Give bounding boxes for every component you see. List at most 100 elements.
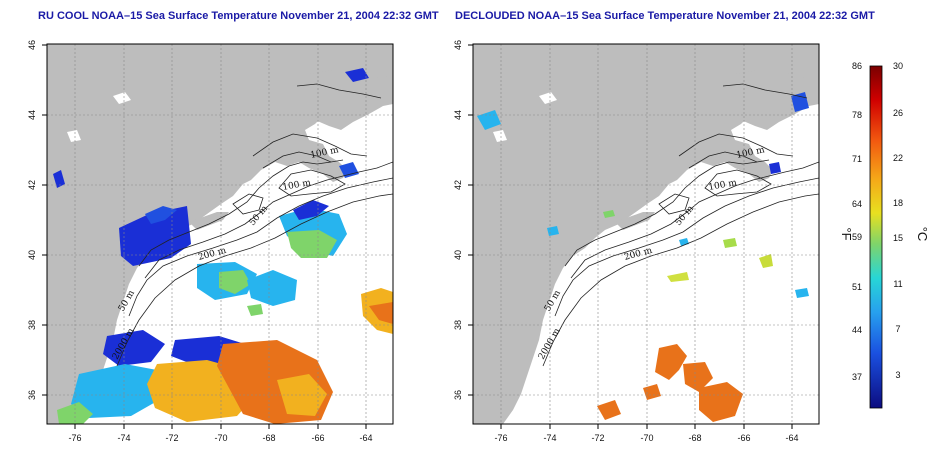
lat-label: 44 [453,110,463,120]
mild-water-patch [759,254,773,268]
celsius-label: 18 [893,198,903,208]
lon-label: -64 [785,433,798,443]
lake [67,130,81,142]
grid-lines [473,44,819,424]
long-island [615,212,655,230]
fahrenheit-unit: °F [839,227,854,240]
lon-label: -74 [117,433,130,443]
lat-label: 36 [453,390,463,400]
left-map-title: RU COOL NOAA–15 Sea Surface Temperature … [38,10,439,22]
celsius-label: 3 [895,370,900,380]
hot-water-patch [597,400,621,420]
contour-label-100m: 100 m [708,178,738,193]
mild-water-patch [219,270,251,294]
fahrenheit-label: 37 [852,372,862,382]
hot-water-patch [369,302,393,324]
celsius-label: 26 [893,108,903,118]
lon-label: -72 [165,433,178,443]
cool-water-patch [247,270,297,306]
lon-label: -64 [359,433,372,443]
celsius-label: 15 [893,233,903,243]
lon-label: -70 [640,433,653,443]
celsius-label: 7 [895,324,900,334]
nova-scotia [287,70,393,130]
sst-data-layer [53,68,393,424]
lat-label: 36 [27,390,37,400]
land-mass [473,44,819,424]
nova-scotia [713,70,819,130]
hot-water-patch [699,382,743,422]
lake [493,130,507,142]
colorbar-gradient [869,65,883,409]
land-mass [47,44,393,424]
mild-water-patch [723,238,737,248]
latitude-axis: 46 44 42 40 38 36 [453,40,473,400]
lat-label: 40 [453,250,463,260]
lat-label: 42 [453,180,463,190]
lat-label: 40 [27,250,37,260]
bathymetry-contours [116,83,393,367]
fahrenheit-label: 78 [852,110,862,120]
cool-water-patch [795,288,809,298]
cold-water-patch [339,162,359,178]
left-sst-map: 100 m 100 m 50 m 200 m 50 m 2000 m 46 44… [27,40,394,443]
hot-water-patch [655,344,687,380]
longitude-axis: -76 -74 -72 -70 -68 -66 -64 [494,424,799,443]
fahrenheit-label: 44 [852,325,862,335]
cold-water-patch [293,200,329,220]
lon-label: -68 [688,433,701,443]
cold-water-patch [103,330,165,366]
latitude-axis: 46 44 42 40 38 36 [27,40,47,400]
lon-label: -74 [543,433,556,443]
fahrenheit-label: 86 [852,61,862,71]
right-map-canvas: 100 m 100 m 50 m 200 m 50 m 2000 m 46 44… [453,40,820,443]
cold-water-patch [791,92,809,112]
lat-label: 44 [27,110,37,120]
celsius-label: 11 [893,279,902,289]
celsius-label: 30 [893,61,903,71]
fahrenheit-label: 64 [852,199,862,209]
contour-label-100m: 100 m [282,178,312,193]
mild-water-patch [603,210,615,218]
cold-water-patch [345,68,369,82]
cold-water-patch [769,162,781,174]
map-frame [46,43,394,425]
hot-water-patch [683,362,713,392]
fahrenheit-label: 51 [852,282,862,292]
cold-water-patch [53,170,65,188]
colorbar-canvas: 86 78 71 64 59 51 44 37 30 26 22 18 15 1… [839,61,930,409]
lon-label: -76 [494,433,507,443]
hot-water-patch [643,384,661,400]
warm-water-patch [277,374,327,416]
lat-label: 46 [27,40,37,50]
right-sst-map: 100 m 100 m 50 m 200 m 50 m 2000 m 46 44… [453,40,820,443]
lon-label: -70 [214,433,227,443]
longitude-axis: -76 -74 -72 -70 -68 -66 -64 [68,424,373,443]
long-island [189,212,229,230]
lon-label: -72 [591,433,604,443]
lon-label: -76 [68,433,81,443]
cold-water-patch [119,206,191,266]
map-frame [472,43,820,425]
lat-label: 46 [453,40,463,50]
lon-label: -66 [737,433,750,443]
sst-data-layer [477,92,809,422]
grid-lines [47,44,393,424]
celsius-scale: 30 26 22 18 15 11 7 3 [893,61,903,380]
temperature-colorbar: 86 78 71 64 59 51 44 37 30 26 22 18 15 1… [836,58,946,418]
lon-label: -66 [311,433,324,443]
lat-label: 38 [453,320,463,330]
lat-label: 38 [27,320,37,330]
mild-water-patch [247,304,263,316]
fahrenheit-label: 59 [852,232,862,242]
celsius-unit: °C [915,227,930,242]
fahrenheit-scale: 86 78 71 64 59 51 44 37 [852,61,862,382]
lake [113,92,131,104]
bathymetry-contours [542,83,819,367]
cold-water-patch [145,206,177,224]
fahrenheit-label: 71 [852,154,862,164]
right-map-title: DECLOUDED NOAA–15 Sea Surface Temperatur… [455,10,875,22]
celsius-label: 22 [893,153,903,163]
mild-water-patch [667,272,689,282]
lake [539,92,557,104]
